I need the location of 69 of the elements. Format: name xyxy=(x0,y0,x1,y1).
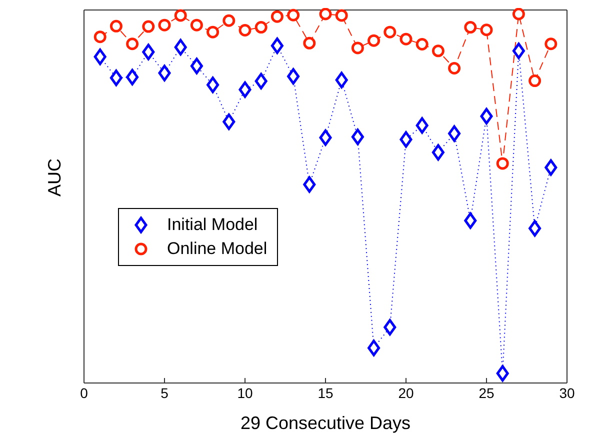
point xyxy=(94,48,106,66)
point xyxy=(384,319,396,336)
point xyxy=(238,24,252,36)
point xyxy=(142,44,155,60)
point xyxy=(335,9,348,22)
point xyxy=(416,38,428,51)
point xyxy=(496,157,509,170)
point xyxy=(254,72,268,90)
point xyxy=(512,8,525,20)
point xyxy=(303,36,316,50)
point xyxy=(544,38,558,50)
point xyxy=(287,68,300,85)
point xyxy=(206,26,220,38)
point xyxy=(351,42,364,54)
point xyxy=(238,81,252,98)
point xyxy=(190,18,203,32)
point xyxy=(400,131,412,148)
point xyxy=(142,20,155,33)
point xyxy=(254,21,268,34)
point xyxy=(528,220,542,237)
point xyxy=(496,365,509,382)
point xyxy=(432,44,444,58)
point xyxy=(368,340,380,356)
legend-label: Online Model xyxy=(167,239,268,259)
point xyxy=(287,8,300,22)
point xyxy=(270,10,284,23)
point xyxy=(126,38,139,50)
point xyxy=(110,70,122,86)
point xyxy=(512,42,525,60)
point xyxy=(400,32,412,46)
point xyxy=(416,117,428,134)
point xyxy=(319,129,332,146)
x-tick-label: 0 xyxy=(80,384,88,401)
point xyxy=(158,64,171,82)
x-axis-title: 29 Consecutive Days xyxy=(240,413,411,433)
x-tick-label: 20 xyxy=(398,384,414,401)
point xyxy=(126,68,139,86)
point xyxy=(206,76,220,94)
point xyxy=(368,34,380,47)
point xyxy=(448,125,461,142)
point xyxy=(270,37,284,54)
point xyxy=(174,38,187,56)
point xyxy=(158,18,171,32)
point xyxy=(448,62,461,74)
legend-label: Initial Model xyxy=(167,215,258,235)
point xyxy=(351,128,364,146)
point xyxy=(174,9,187,22)
point xyxy=(319,8,332,20)
point xyxy=(303,176,316,193)
x-tick-label: 15 xyxy=(318,384,334,401)
point xyxy=(222,14,236,27)
y-axis-title: AUC xyxy=(44,158,64,196)
point xyxy=(528,74,542,88)
point xyxy=(464,212,477,229)
point xyxy=(335,72,348,88)
x-tick-label: 10 xyxy=(237,384,253,401)
x-tick-label: 30 xyxy=(559,384,575,401)
point xyxy=(480,24,493,36)
point xyxy=(110,20,122,32)
x-tick-label: 5 xyxy=(160,384,169,401)
point xyxy=(480,108,493,124)
point xyxy=(432,144,444,161)
point xyxy=(94,30,106,44)
point xyxy=(544,159,558,176)
point xyxy=(190,58,203,74)
point xyxy=(384,26,396,38)
point xyxy=(464,21,477,34)
point xyxy=(222,114,236,130)
x-tick-label: 25 xyxy=(478,384,494,401)
